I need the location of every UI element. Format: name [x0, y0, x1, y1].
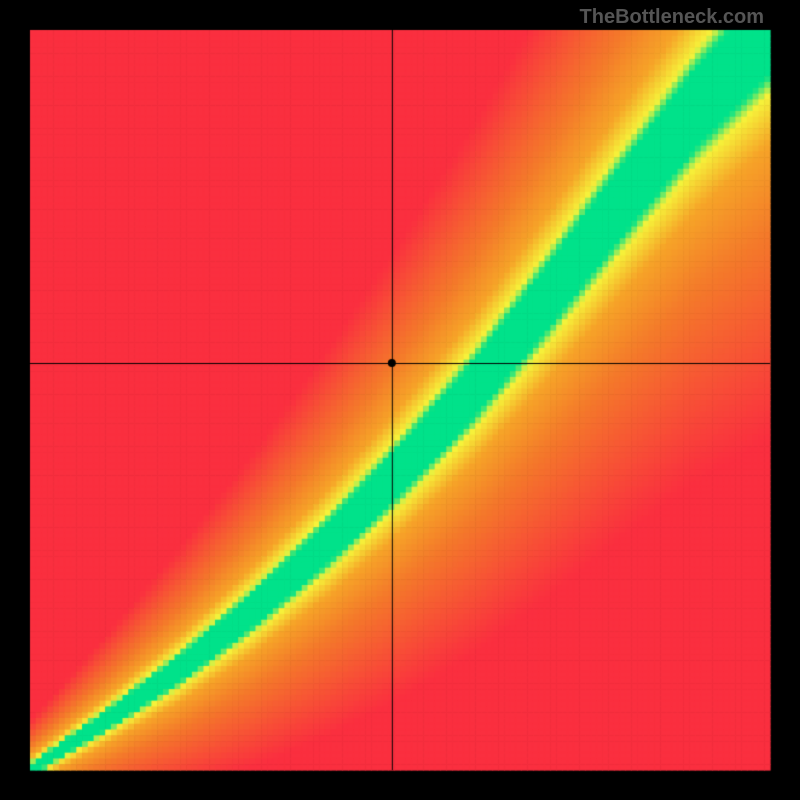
bottleneck-heatmap — [0, 0, 800, 800]
attribution-watermark: TheBottleneck.com — [580, 6, 764, 29]
chart-container: TheBottleneck.com — [0, 0, 800, 800]
